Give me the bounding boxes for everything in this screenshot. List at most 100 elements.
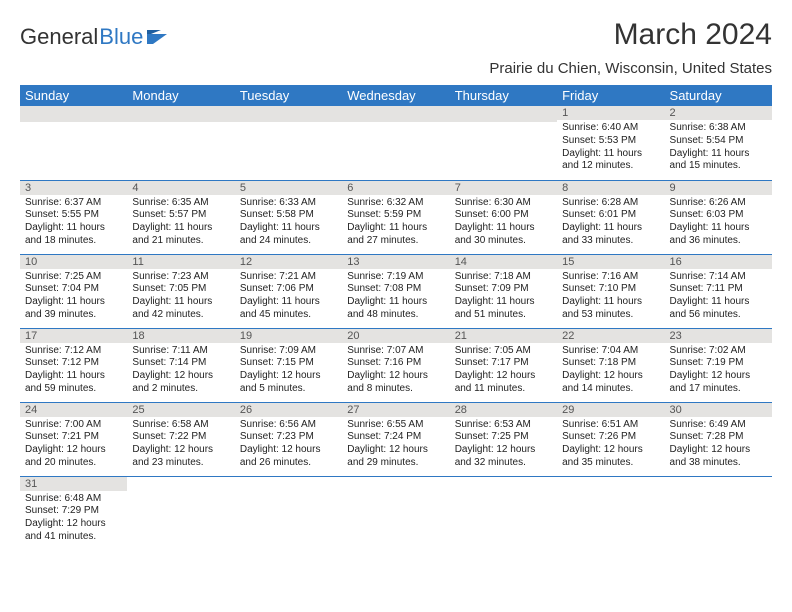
day-body: Sunrise: 7:00 AMSunset: 7:21 PMDaylight:…: [20, 417, 127, 473]
day-body: Sunrise: 6:58 AMSunset: 7:22 PMDaylight:…: [127, 417, 234, 473]
sunrise: Sunrise: 6:48 AM: [25, 493, 122, 506]
sunrise: Sunrise: 6:38 AM: [670, 122, 767, 135]
day-number: 11: [127, 255, 234, 269]
day-number: 18: [127, 329, 234, 343]
col-monday: Monday: [127, 85, 234, 106]
calendar-cell: [342, 106, 449, 180]
day-body: Sunrise: 7:16 AMSunset: 7:10 PMDaylight:…: [557, 269, 664, 325]
calendar-cell: [20, 106, 127, 180]
day-number: 13: [342, 255, 449, 269]
sunrise: Sunrise: 7:09 AM: [240, 345, 337, 358]
daylight: Daylight: 11 hours and 15 minutes.: [670, 148, 767, 174]
daylight: Daylight: 12 hours and 14 minutes.: [562, 370, 659, 396]
calendar-cell: 15Sunrise: 7:16 AMSunset: 7:10 PMDayligh…: [557, 254, 664, 328]
day-number: 15: [557, 255, 664, 269]
calendar-cell: 30Sunrise: 6:49 AMSunset: 7:28 PMDayligh…: [665, 402, 772, 476]
sunset: Sunset: 7:05 PM: [132, 283, 229, 296]
day-number: 16: [665, 255, 772, 269]
day-number: 23: [665, 329, 772, 343]
sunrise: Sunrise: 6:53 AM: [455, 419, 552, 432]
daylight: Daylight: 12 hours and 11 minutes.: [455, 370, 552, 396]
daylight: Daylight: 12 hours and 41 minutes.: [25, 518, 122, 544]
day-number: 6: [342, 181, 449, 195]
sunrise: Sunrise: 7:02 AM: [670, 345, 767, 358]
sunrise: Sunrise: 6:35 AM: [132, 197, 229, 210]
daylight: Daylight: 12 hours and 32 minutes.: [455, 444, 552, 470]
day-body: Sunrise: 7:21 AMSunset: 7:06 PMDaylight:…: [235, 269, 342, 325]
day-number: [450, 106, 557, 122]
sunset: Sunset: 7:28 PM: [670, 431, 767, 444]
sunset: Sunset: 5:55 PM: [25, 209, 122, 222]
month-title: March 2024: [489, 18, 772, 52]
day-body: Sunrise: 6:53 AMSunset: 7:25 PMDaylight:…: [450, 417, 557, 473]
calendar-cell: 10Sunrise: 7:25 AMSunset: 7:04 PMDayligh…: [20, 254, 127, 328]
col-tuesday: Tuesday: [235, 85, 342, 106]
sunrise: Sunrise: 7:12 AM: [25, 345, 122, 358]
day-number: 1: [557, 106, 664, 120]
col-friday: Friday: [557, 85, 664, 106]
sunset: Sunset: 5:58 PM: [240, 209, 337, 222]
calendar-cell: 29Sunrise: 6:51 AMSunset: 7:26 PMDayligh…: [557, 402, 664, 476]
sunrise: Sunrise: 6:37 AM: [25, 197, 122, 210]
sunset: Sunset: 7:25 PM: [455, 431, 552, 444]
daylight: Daylight: 11 hours and 39 minutes.: [25, 296, 122, 322]
logo-text-a: General: [20, 24, 98, 50]
day-number: [665, 477, 772, 493]
day-body: Sunrise: 6:35 AMSunset: 5:57 PMDaylight:…: [127, 195, 234, 251]
sunrise: Sunrise: 7:11 AM: [132, 345, 229, 358]
day-number: 2: [665, 106, 772, 120]
day-body: Sunrise: 6:33 AMSunset: 5:58 PMDaylight:…: [235, 195, 342, 251]
day-body: Sunrise: 6:38 AMSunset: 5:54 PMDaylight:…: [665, 120, 772, 176]
day-number: 24: [20, 403, 127, 417]
sunset: Sunset: 7:12 PM: [25, 357, 122, 370]
calendar-cell: [557, 476, 664, 550]
calendar-cell: 4Sunrise: 6:35 AMSunset: 5:57 PMDaylight…: [127, 180, 234, 254]
day-body: Sunrise: 7:12 AMSunset: 7:12 PMDaylight:…: [20, 343, 127, 399]
calendar-cell: [342, 476, 449, 550]
daylight: Daylight: 11 hours and 18 minutes.: [25, 222, 122, 248]
sunrise: Sunrise: 7:18 AM: [455, 271, 552, 284]
sunrise: Sunrise: 7:21 AM: [240, 271, 337, 284]
daylight: Daylight: 11 hours and 42 minutes.: [132, 296, 229, 322]
calendar-row: 24Sunrise: 7:00 AMSunset: 7:21 PMDayligh…: [20, 402, 772, 476]
sunset: Sunset: 7:14 PM: [132, 357, 229, 370]
day-number: 27: [342, 403, 449, 417]
sunset: Sunset: 7:15 PM: [240, 357, 337, 370]
logo-text-b: Blue: [99, 24, 143, 50]
day-body: Sunrise: 7:11 AMSunset: 7:14 PMDaylight:…: [127, 343, 234, 399]
daylight: Daylight: 11 hours and 21 minutes.: [132, 222, 229, 248]
sunrise: Sunrise: 7:16 AM: [562, 271, 659, 284]
day-number: [235, 106, 342, 122]
sunset: Sunset: 7:18 PM: [562, 357, 659, 370]
day-body: Sunrise: 6:40 AMSunset: 5:53 PMDaylight:…: [557, 120, 664, 176]
calendar-cell: [450, 476, 557, 550]
calendar-cell: 12Sunrise: 7:21 AMSunset: 7:06 PMDayligh…: [235, 254, 342, 328]
day-number: 26: [235, 403, 342, 417]
sunrise: Sunrise: 6:30 AM: [455, 197, 552, 210]
sunset: Sunset: 7:21 PM: [25, 431, 122, 444]
day-number: 28: [450, 403, 557, 417]
calendar-cell: 27Sunrise: 6:55 AMSunset: 7:24 PMDayligh…: [342, 402, 449, 476]
daylight: Daylight: 11 hours and 56 minutes.: [670, 296, 767, 322]
sunset: Sunset: 7:04 PM: [25, 283, 122, 296]
day-number: 7: [450, 181, 557, 195]
day-body: Sunrise: 6:32 AMSunset: 5:59 PMDaylight:…: [342, 195, 449, 251]
day-body: Sunrise: 6:37 AMSunset: 5:55 PMDaylight:…: [20, 195, 127, 251]
sunrise: Sunrise: 6:40 AM: [562, 122, 659, 135]
calendar-row: 17Sunrise: 7:12 AMSunset: 7:12 PMDayligh…: [20, 328, 772, 402]
sunrise: Sunrise: 7:19 AM: [347, 271, 444, 284]
sunset: Sunset: 7:08 PM: [347, 283, 444, 296]
sunset: Sunset: 7:09 PM: [455, 283, 552, 296]
sunset: Sunset: 7:06 PM: [240, 283, 337, 296]
day-number: 25: [127, 403, 234, 417]
day-body: Sunrise: 7:05 AMSunset: 7:17 PMDaylight:…: [450, 343, 557, 399]
day-number: 22: [557, 329, 664, 343]
daylight: Daylight: 12 hours and 38 minutes.: [670, 444, 767, 470]
day-body: Sunrise: 7:14 AMSunset: 7:11 PMDaylight:…: [665, 269, 772, 325]
logo: GeneralBlue: [20, 24, 169, 50]
daylight: Daylight: 11 hours and 33 minutes.: [562, 222, 659, 248]
day-number: [342, 106, 449, 122]
calendar-cell: [235, 476, 342, 550]
day-number: 29: [557, 403, 664, 417]
calendar-cell: 20Sunrise: 7:07 AMSunset: 7:16 PMDayligh…: [342, 328, 449, 402]
